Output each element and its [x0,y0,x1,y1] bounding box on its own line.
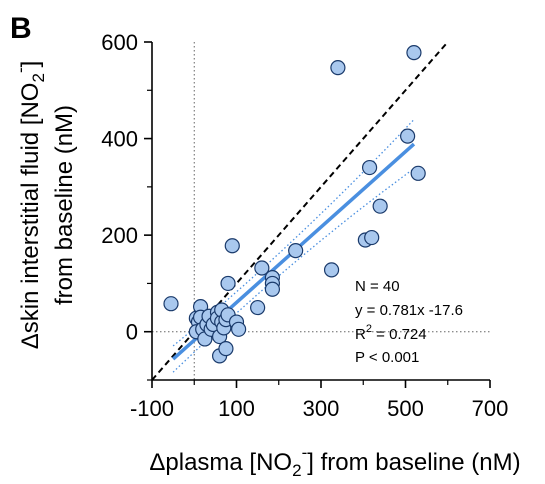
data-point [406,45,422,61]
data-point [224,238,240,254]
y-axis-title-suffix: ] [17,61,44,68]
data-point [361,159,378,176]
stat-r2-prefix: R [355,326,366,343]
x-tick-label: -100 [130,396,174,421]
y-axis-title-line1: Δskin interstitial fluid [NO2-] [11,61,48,350]
stat-equation: y = 0.781x -17.6 [355,302,463,319]
data-point [330,59,346,76]
x-tick-label: 500 [387,396,424,421]
stat-r2-sup: 2 [366,323,372,335]
x-axis-title-sub: 2 [292,461,301,480]
x-tick-label: 100 [218,396,255,421]
data-point [264,281,281,297]
y-tick-label: 200 [101,223,138,248]
stat-r2: R2 = 0.724 [355,323,427,343]
x-axis-title-sup: - [302,443,308,462]
data-point [220,275,236,292]
x-axis-title-prefix: Δplasma [NO [149,449,292,476]
x-tick-label: 700 [472,396,509,421]
confidence-band-lower [172,168,415,373]
x-axis-title: Δplasma [NO2-] from baseline (nM) [149,443,520,480]
y-axis-title-sup: - [11,67,30,73]
data-point [218,341,234,357]
stat-n: N = 40 [355,278,400,295]
data-point [163,296,179,312]
stats-annotation: N = 40 y = 0.781x -17.6 R2 = 0.724 P < 0… [355,278,463,366]
data-point [288,242,304,259]
y-tick-label: 600 [101,30,138,55]
y-axis-title-prefix: Δskin interstitial fluid [NO [17,83,44,350]
data-point [400,128,416,144]
stat-r2-suffix: = 0.724 [372,326,427,343]
y-axis-title-sub: 2 [29,73,48,82]
y-axis-title-line2: from baseline (nM) [51,105,78,305]
panel-label: B [10,12,32,45]
data-point [254,260,270,276]
data-point [323,262,340,278]
data-point [410,165,426,181]
plot-area: -100 100 300 500 700 0 200 400 600 [101,30,508,421]
y-tick-label: 400 [101,127,138,152]
data-point [364,229,380,246]
data-point [231,321,247,337]
data-point [250,299,266,316]
y-axis-title: Δskin interstitial fluid [NO2-] from bas… [11,61,78,350]
data-point [372,198,388,214]
y-tick-label: 0 [126,320,138,345]
stat-p: P < 0.001 [355,349,419,366]
x-axis-title-suffix: ] from baseline (nM) [307,449,520,476]
x-tick-label: 300 [303,396,340,421]
